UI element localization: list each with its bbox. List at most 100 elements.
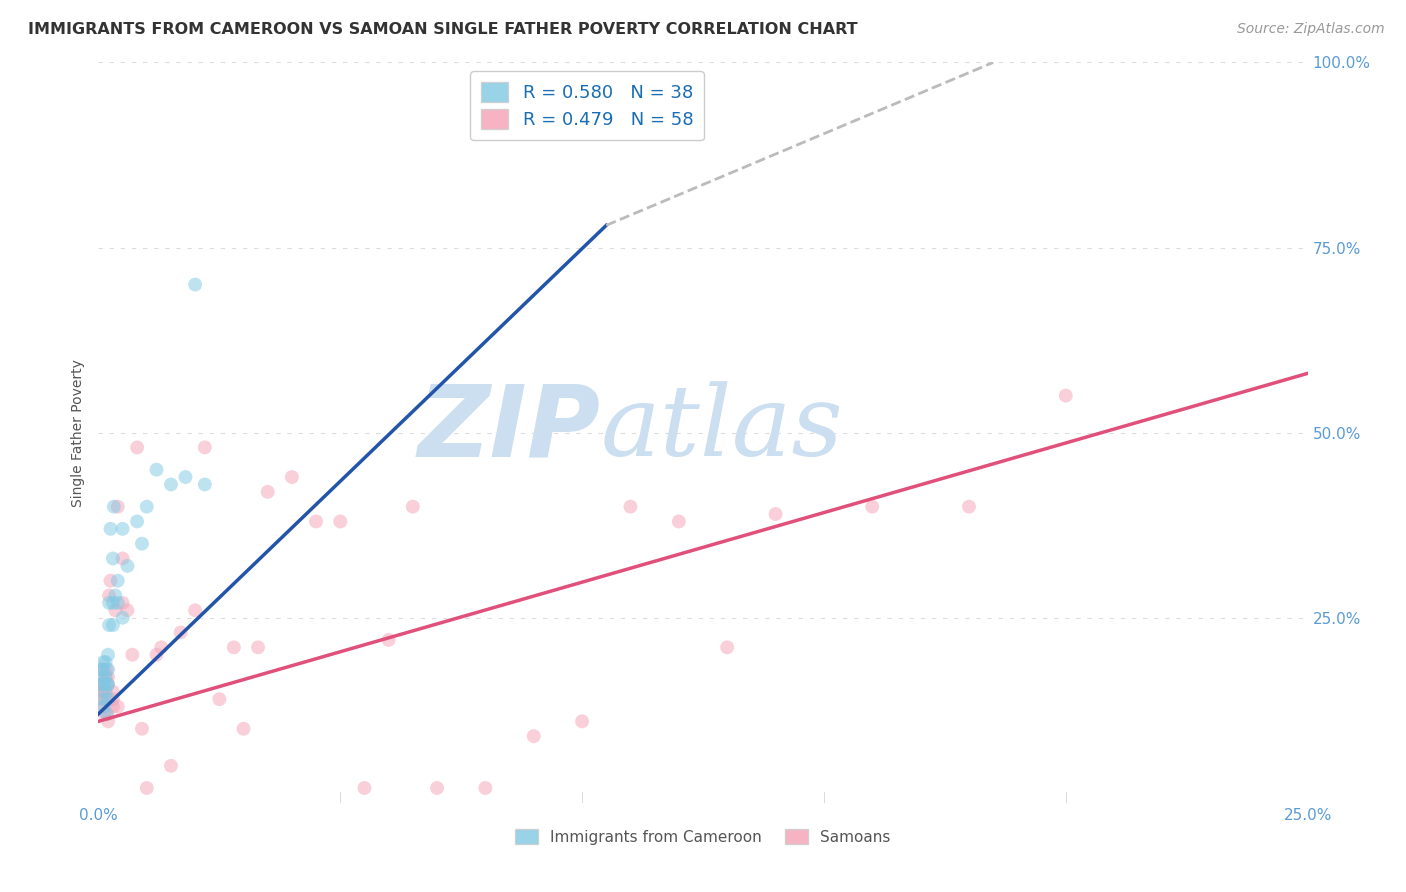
Point bbox=[194, 477, 217, 491]
Point bbox=[121, 648, 143, 662]
Point bbox=[402, 500, 425, 514]
Point bbox=[101, 699, 124, 714]
Point bbox=[111, 610, 134, 624]
Point bbox=[96, 677, 118, 691]
Point bbox=[127, 441, 149, 455]
Point bbox=[1054, 388, 1077, 402]
Point bbox=[208, 692, 231, 706]
Point bbox=[426, 780, 449, 795]
Point bbox=[91, 655, 114, 669]
Point bbox=[101, 685, 124, 699]
Point bbox=[93, 699, 115, 714]
Point bbox=[353, 780, 375, 795]
Point bbox=[107, 596, 129, 610]
Point bbox=[100, 574, 122, 588]
Point bbox=[222, 640, 245, 655]
Point bbox=[91, 692, 114, 706]
Point bbox=[194, 441, 217, 455]
Point bbox=[377, 632, 399, 647]
Point bbox=[111, 522, 134, 536]
Point bbox=[135, 500, 157, 514]
Point bbox=[101, 551, 124, 566]
Point bbox=[131, 536, 153, 550]
Point bbox=[765, 507, 787, 521]
Point bbox=[103, 500, 125, 514]
Point bbox=[97, 648, 120, 662]
Point bbox=[90, 663, 112, 677]
Point bbox=[127, 515, 149, 529]
Point bbox=[474, 780, 496, 795]
Point bbox=[90, 692, 112, 706]
Point bbox=[281, 470, 304, 484]
Text: Source: ZipAtlas.com: Source: ZipAtlas.com bbox=[1237, 22, 1385, 37]
Point bbox=[169, 625, 191, 640]
Point bbox=[111, 596, 134, 610]
Point bbox=[94, 670, 117, 684]
Point bbox=[174, 470, 197, 484]
Point bbox=[107, 574, 129, 588]
Point bbox=[117, 603, 139, 617]
Y-axis label: Single Father Poverty: Single Father Poverty bbox=[72, 359, 86, 507]
Point bbox=[716, 640, 738, 655]
Point bbox=[91, 663, 114, 677]
Point bbox=[100, 522, 122, 536]
Point bbox=[111, 551, 134, 566]
Point bbox=[91, 670, 114, 684]
Point bbox=[91, 677, 114, 691]
Point bbox=[97, 677, 120, 691]
Point bbox=[97, 663, 120, 677]
Point bbox=[150, 640, 173, 655]
Point bbox=[135, 780, 157, 795]
Point bbox=[104, 603, 127, 617]
Text: atlas: atlas bbox=[600, 381, 844, 476]
Point bbox=[160, 758, 183, 772]
Point bbox=[90, 677, 112, 691]
Point bbox=[94, 670, 117, 684]
Point bbox=[98, 618, 121, 632]
Point bbox=[97, 714, 120, 729]
Point bbox=[91, 699, 114, 714]
Point bbox=[96, 706, 118, 721]
Point bbox=[232, 722, 254, 736]
Point bbox=[90, 677, 112, 691]
Point bbox=[860, 500, 883, 514]
Point bbox=[523, 729, 546, 743]
Point bbox=[96, 706, 118, 721]
Point bbox=[90, 685, 112, 699]
Point bbox=[107, 699, 129, 714]
Point bbox=[101, 596, 124, 610]
Point bbox=[131, 722, 153, 736]
Point bbox=[104, 589, 127, 603]
Point bbox=[93, 677, 115, 691]
Point bbox=[145, 462, 167, 476]
Legend: Immigrants from Cameroon, Samoans: Immigrants from Cameroon, Samoans bbox=[509, 822, 897, 851]
Point bbox=[329, 515, 352, 529]
Point bbox=[94, 655, 117, 669]
Text: IMMIGRANTS FROM CAMEROON VS SAMOAN SINGLE FATHER POVERTY CORRELATION CHART: IMMIGRANTS FROM CAMEROON VS SAMOAN SINGL… bbox=[28, 22, 858, 37]
Point bbox=[94, 692, 117, 706]
Point bbox=[94, 685, 117, 699]
Point bbox=[247, 640, 270, 655]
Point bbox=[160, 477, 183, 491]
Point bbox=[93, 685, 115, 699]
Point bbox=[107, 500, 129, 514]
Point bbox=[305, 515, 328, 529]
Point bbox=[91, 663, 114, 677]
Point bbox=[96, 663, 118, 677]
Point bbox=[97, 677, 120, 691]
Point bbox=[619, 500, 641, 514]
Point bbox=[668, 515, 690, 529]
Point bbox=[184, 277, 207, 292]
Point bbox=[98, 596, 121, 610]
Point bbox=[93, 706, 115, 721]
Text: ZIP: ZIP bbox=[418, 380, 600, 477]
Point bbox=[571, 714, 593, 729]
Point bbox=[957, 500, 980, 514]
Point bbox=[184, 603, 207, 617]
Point bbox=[256, 484, 278, 499]
Point bbox=[97, 692, 120, 706]
Point bbox=[101, 692, 124, 706]
Point bbox=[145, 648, 167, 662]
Point bbox=[98, 589, 121, 603]
Point bbox=[97, 670, 120, 684]
